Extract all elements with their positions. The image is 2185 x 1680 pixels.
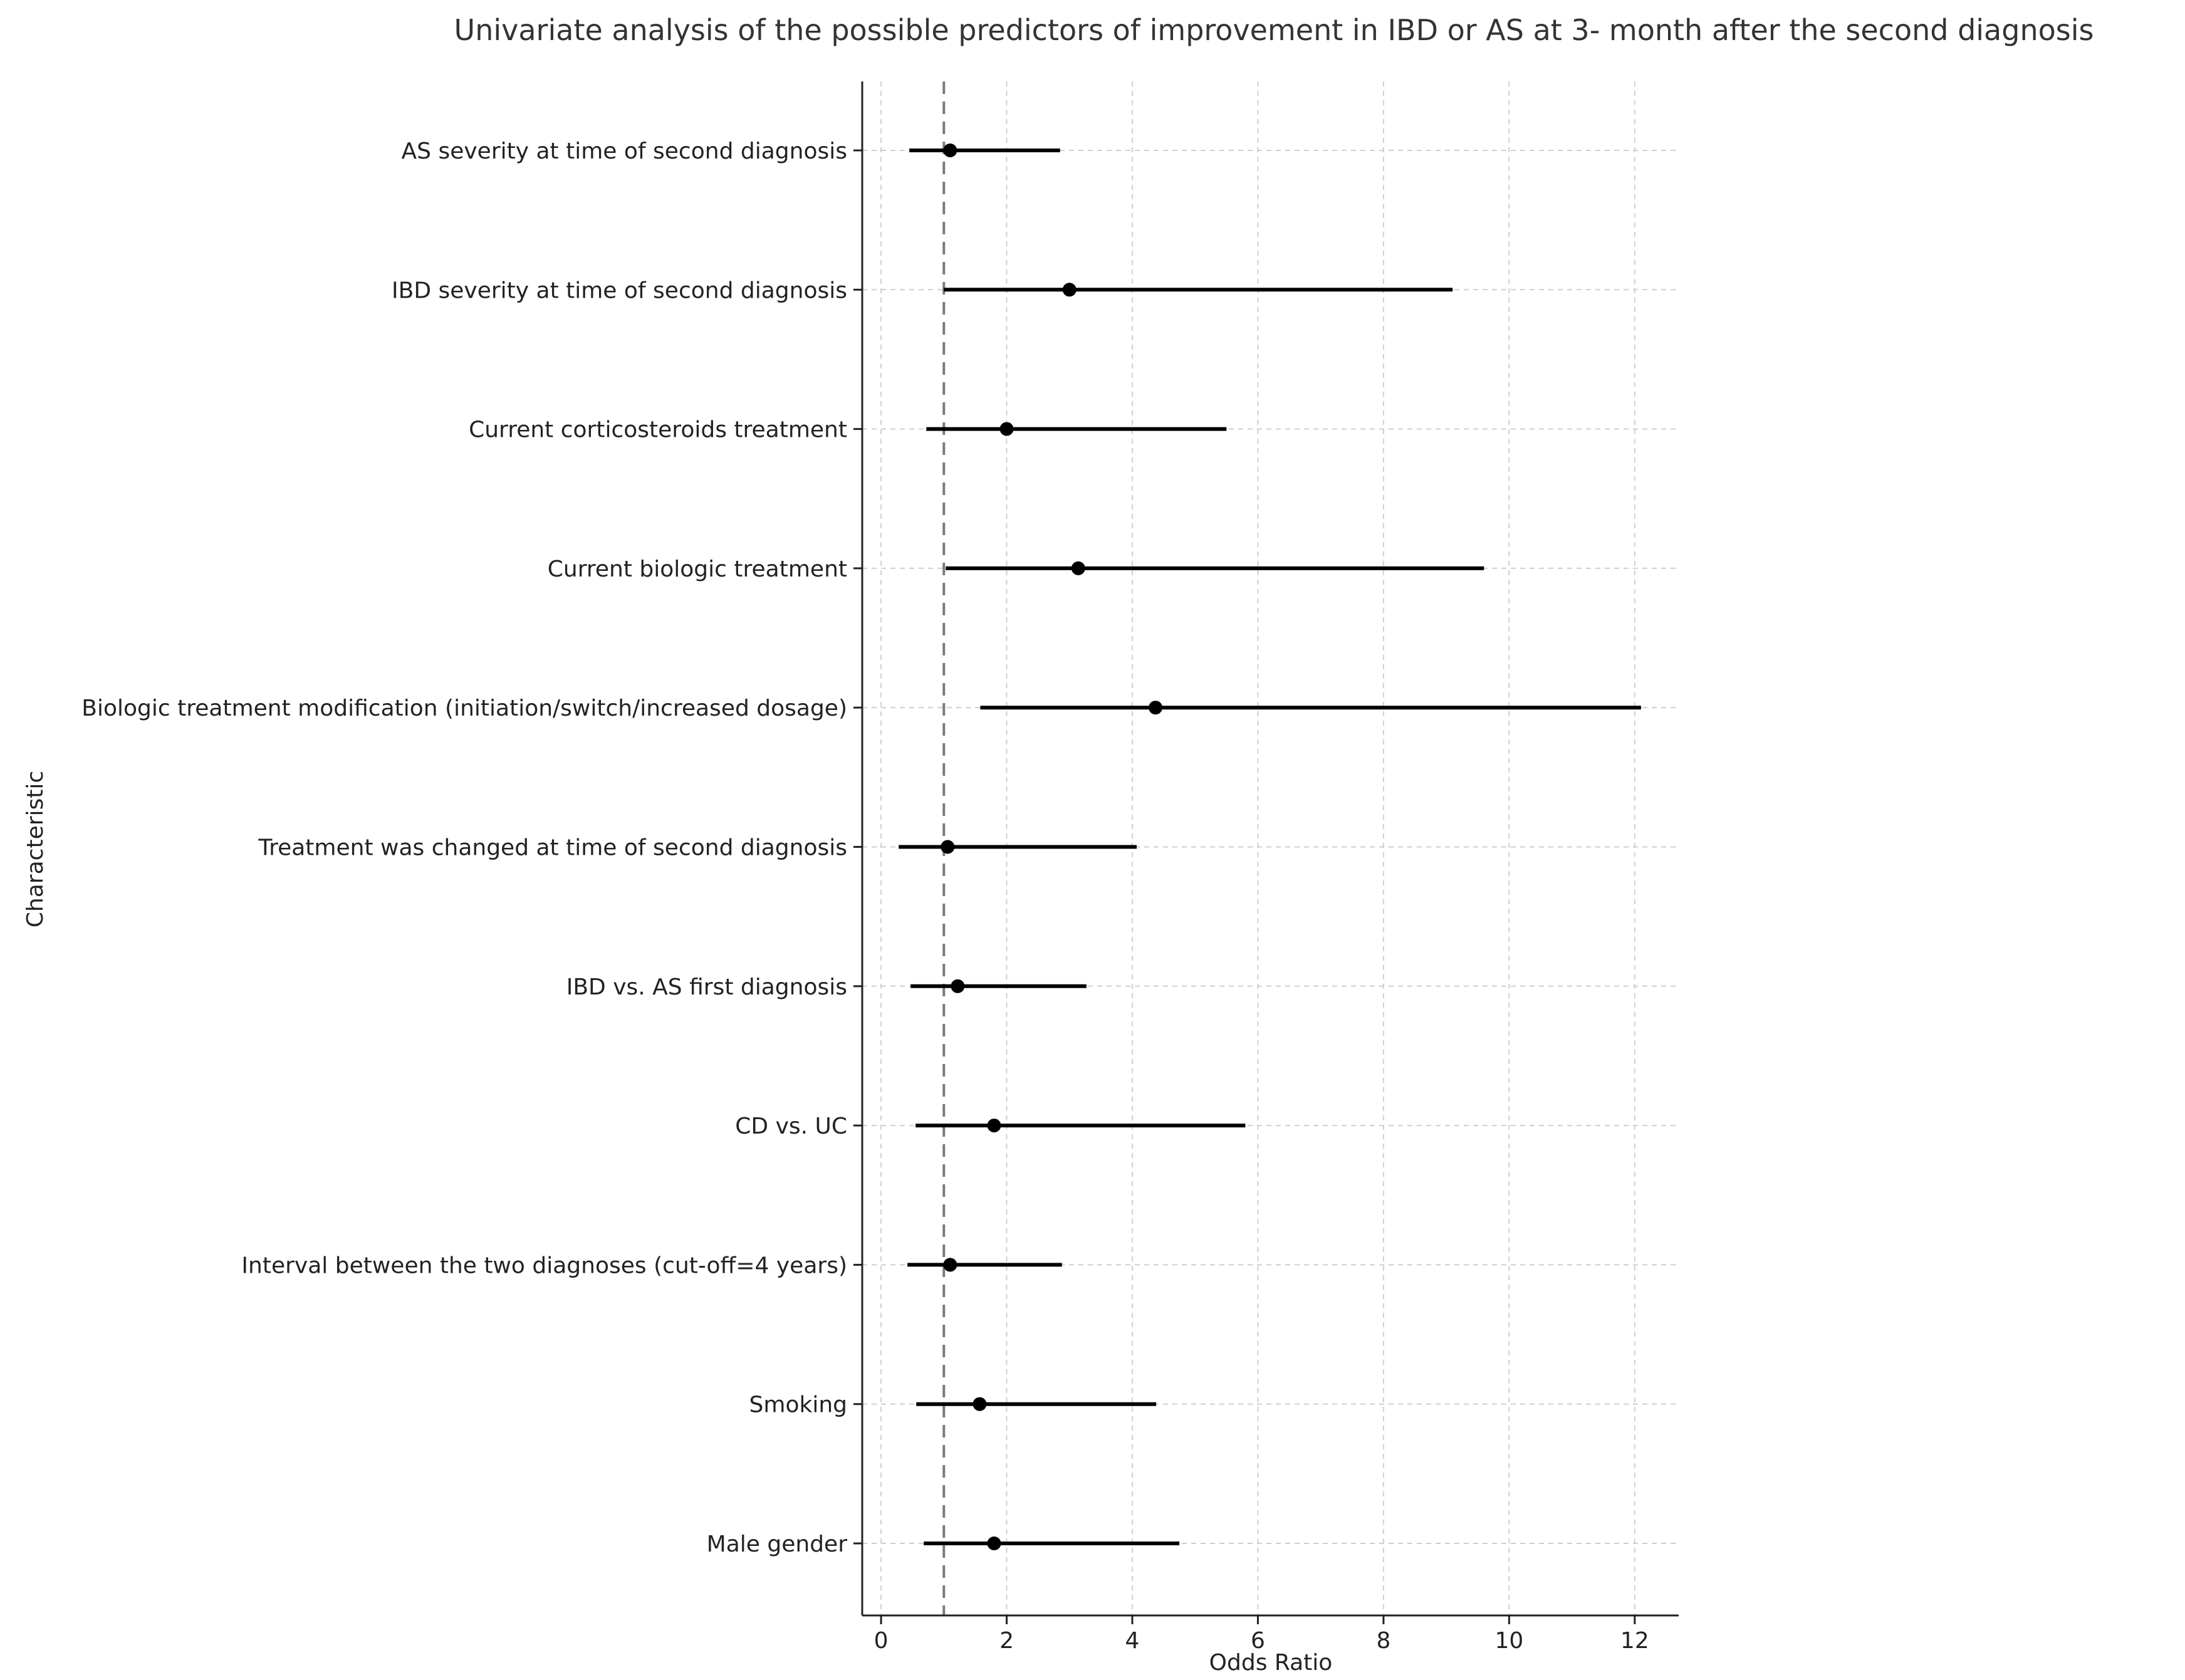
odds-ratio-point	[973, 1397, 987, 1411]
axes-layer	[861, 81, 1679, 1617]
forest-row: Biologic treatment modification (initiat…	[81, 696, 1641, 721]
odds-ratio-point	[951, 979, 965, 993]
odds-ratio-point	[1149, 701, 1163, 715]
row-label: Interval between the two diagnoses (cut-…	[241, 1253, 847, 1278]
row-label: IBD vs. AS first diagnosis	[566, 974, 847, 1000]
odds-ratio-point	[987, 1119, 1001, 1133]
row-label: Male gender	[707, 1531, 848, 1557]
odds-ratio-point	[943, 143, 957, 157]
forest-row: IBD severity at time of second diagnosis	[392, 278, 1453, 303]
x-tick-label: 8	[1376, 1628, 1390, 1654]
forest-row: Smoking	[749, 1392, 1157, 1418]
odds-ratio-point	[999, 422, 1014, 436]
forest-row: Interval between the two diagnoses (cut-…	[241, 1253, 1062, 1278]
chart-title: Univariate analysis of the possible pred…	[454, 13, 2094, 47]
x-tick-label: 12	[1620, 1628, 1649, 1654]
row-label: Current corticosteroids treatment	[469, 417, 847, 443]
forest-row: Current corticosteroids treatment	[469, 417, 1227, 443]
x-tick-label: 2	[999, 1628, 1014, 1654]
forest-rows: AS severity at time of second diagnosis I…	[81, 138, 1641, 1557]
x-axis-ticks: 0 2 4 6 8 10 12	[874, 1615, 1649, 1654]
odds-ratio-point	[1071, 561, 1085, 575]
odds-ratio-point	[943, 1258, 957, 1272]
row-label: Biologic treatment modification (initiat…	[81, 696, 847, 721]
forest-row: Male gender	[707, 1531, 1180, 1557]
row-label: Treatment was changed at time of second …	[258, 835, 847, 861]
row-label: IBD severity at time of second diagnosis	[392, 278, 847, 303]
row-label: AS severity at time of second diagnosis	[402, 138, 847, 164]
x-tick-label: 6	[1251, 1628, 1265, 1654]
row-label: CD vs. UC	[735, 1114, 847, 1139]
forest-row: AS severity at time of second diagnosis	[402, 138, 1060, 164]
forest-row: CD vs. UC	[735, 1114, 1246, 1139]
odds-ratio-point	[987, 1537, 1001, 1550]
forest-row: IBD vs. AS first diagnosis	[566, 974, 1087, 1000]
forest-row: Treatment was changed at time of second …	[258, 835, 1137, 861]
x-tick-label: 10	[1494, 1628, 1523, 1654]
odds-ratio-point	[1062, 283, 1077, 297]
x-tick-label: 4	[1125, 1628, 1140, 1654]
odds-ratio-point	[941, 840, 955, 854]
y-axis-label: Characteristic	[23, 771, 48, 927]
forest-row: Current biologic treatment	[548, 556, 1484, 582]
row-label: Smoking	[749, 1392, 847, 1418]
x-axis-label: Odds Ratio	[1209, 1650, 1333, 1676]
x-tick-label: 0	[874, 1628, 889, 1654]
row-label: Current biologic treatment	[548, 556, 847, 582]
